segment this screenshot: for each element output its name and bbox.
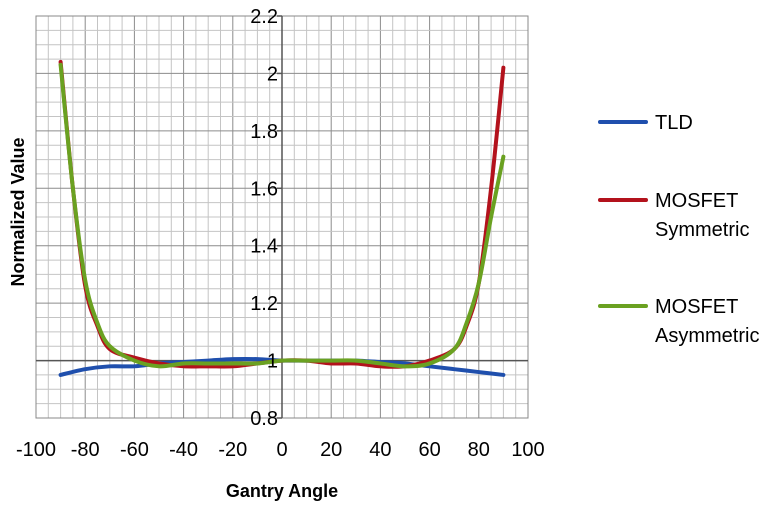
y-tick-labels: 0.8 1 1.2 1.4 1.6 1.8 2 2.2 <box>250 6 278 430</box>
y-tick-label: 1.2 <box>250 293 278 315</box>
x-tick-label: -100 <box>16 439 56 461</box>
y-tick-label: 1 <box>267 351 278 373</box>
x-tick-label: -80 <box>71 439 100 461</box>
legend-label-mosfet-asymmetric: Asymmetric <box>655 325 759 347</box>
x-axis-title: Gantry Angle <box>226 481 338 501</box>
x-tick-label: -60 <box>120 439 149 461</box>
y-tick-label: 2 <box>267 63 278 85</box>
legend-label-mosfet-symmetric: Symmetric <box>655 219 749 241</box>
legend-label-mosfet-symmetric: MOSFET <box>655 190 738 212</box>
x-tick-label: 100 <box>511 439 544 461</box>
x-tick-label: -20 <box>218 439 247 461</box>
y-tick-label: 2.2 <box>250 6 278 28</box>
y-tick-label: 1.6 <box>250 178 278 200</box>
y-tick-label: 0.8 <box>250 408 278 430</box>
series-line-mosfet-asymmetric <box>58 62 506 369</box>
y-axis-title: Normalized Value <box>8 137 28 286</box>
series-lines <box>58 59 506 377</box>
legend-label-mosfet-asymmetric: MOSFET <box>655 296 738 318</box>
x-tick-label: -40 <box>169 439 198 461</box>
legend: TLD MOSFET Symmetric MOSFET Asymmetric <box>598 112 759 347</box>
y-tick-label: 1.8 <box>250 121 278 143</box>
grid <box>35 15 529 419</box>
x-tick-labels: -100 -80 -60 -40 -20 0 20 40 60 80 100 <box>16 439 545 461</box>
x-tick-label: 20 <box>320 439 342 461</box>
x-tick-label: 80 <box>468 439 490 461</box>
y-tick-label: 1.4 <box>250 236 278 258</box>
x-tick-label: 60 <box>418 439 440 461</box>
x-tick-label: 0 <box>276 439 287 461</box>
legend-label-tld: TLD <box>655 112 693 134</box>
x-tick-label: 40 <box>369 439 391 461</box>
